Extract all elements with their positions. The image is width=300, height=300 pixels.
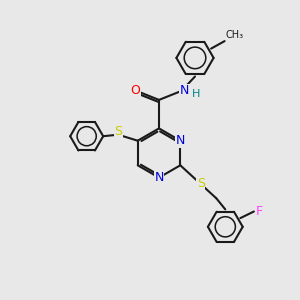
Text: F: F xyxy=(256,205,263,218)
Text: CH₃: CH₃ xyxy=(225,30,243,40)
Text: O: O xyxy=(130,84,140,98)
Text: H: H xyxy=(192,89,201,100)
Text: N: N xyxy=(180,84,189,98)
Text: N: N xyxy=(176,134,185,147)
Text: S: S xyxy=(114,124,122,138)
Text: S: S xyxy=(197,177,205,190)
Text: N: N xyxy=(154,171,164,184)
